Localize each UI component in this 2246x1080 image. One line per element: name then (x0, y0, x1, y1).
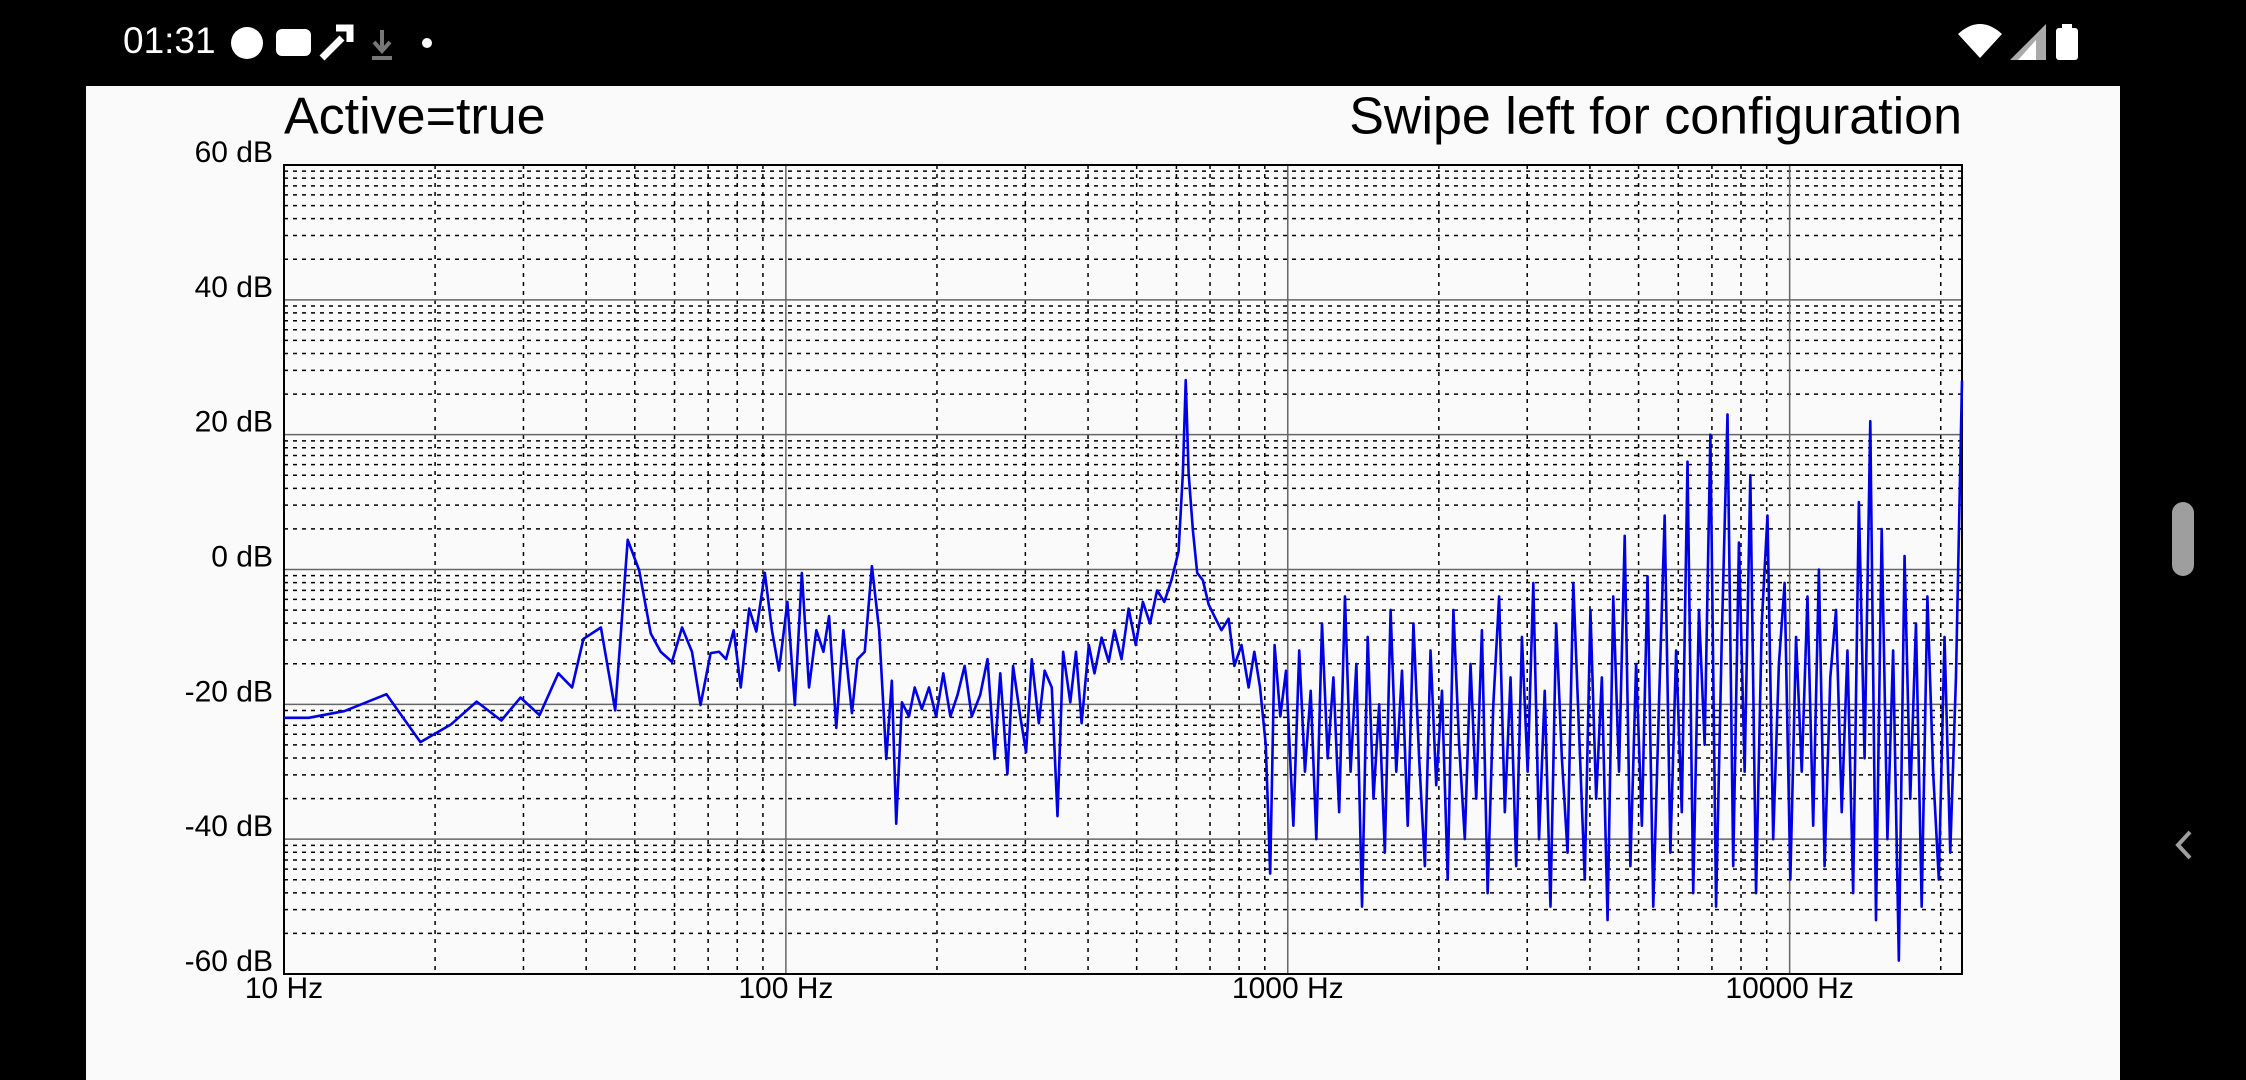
y-tick-label: -20 dB (185, 675, 273, 708)
x-tick-label: 10000 Hz (1725, 972, 1853, 1005)
signal-icon (2018, 40, 2036, 60)
icon (276, 29, 311, 56)
signal-icon (2010, 24, 2046, 60)
icon (319, 24, 354, 61)
y-tick-label: -60 dB (185, 945, 273, 978)
hint-text: Swipe left for configuration (1349, 88, 1962, 146)
icon (372, 30, 392, 60)
x-tick-label: 100 Hz (738, 972, 833, 1005)
back-chevron[interactable] (2175, 830, 2192, 860)
spectrum-line (284, 378, 1964, 962)
icon (231, 27, 263, 59)
y-tick-label: 60 dB (195, 136, 273, 169)
status-icons (231, 24, 2078, 61)
y-tick-label: 20 dB (195, 406, 273, 439)
y-tick-label: -40 dB (185, 810, 273, 843)
wifi-icon (1958, 24, 2002, 58)
plot-border (283, 164, 1963, 975)
y-tick-label: 0 dB (211, 540, 273, 573)
x-tick-label: 10 Hz (245, 972, 323, 1005)
y-tick-label: 40 dB (195, 271, 273, 304)
battery-icon (2056, 28, 2078, 60)
icon (422, 38, 432, 48)
status-text: Active=true (284, 88, 546, 146)
status-time: 01:31 (123, 20, 216, 61)
scroll-handle[interactable] (2172, 502, 2194, 576)
battery-icon (2062, 24, 2072, 30)
x-tick-label: 1000 Hz (1232, 972, 1344, 1005)
